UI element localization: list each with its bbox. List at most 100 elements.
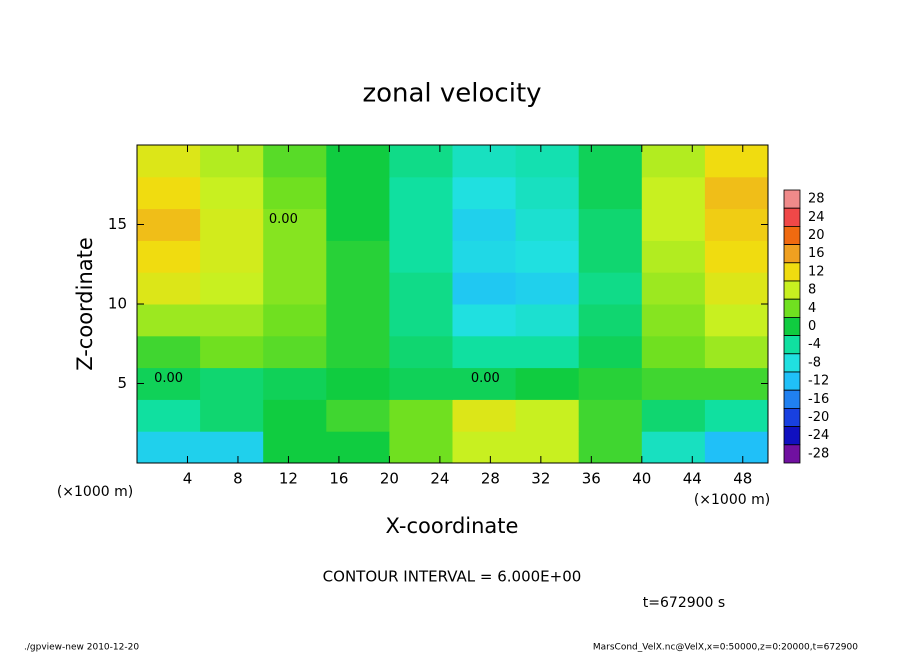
colorbar-band: [783, 262, 801, 282]
colorbar-band: [783, 207, 801, 227]
colorbar-label: -20: [808, 410, 829, 425]
field-cell: [263, 304, 327, 337]
field-cell: [452, 304, 517, 337]
y-axis-label: Z-coordinate: [73, 237, 97, 371]
footer-left: ./gpview-new 2010-12-20: [24, 643, 139, 653]
colorbar-label: 20: [808, 228, 825, 243]
x-axis-label: X-coordinate: [386, 514, 519, 538]
field-cell: [326, 399, 390, 432]
field-cell: [452, 240, 517, 273]
colorbar-band: [783, 298, 801, 318]
colorbar-label: 28: [808, 192, 825, 207]
colorbar-band: [783, 335, 801, 355]
field-cell: [515, 367, 580, 400]
field-cell: [389, 240, 453, 273]
field-cell: [641, 431, 706, 464]
contour-label: 0.00: [154, 371, 183, 386]
field-cell: [515, 208, 580, 241]
colorbar-label: -24: [808, 428, 829, 443]
field-cell: [263, 272, 327, 305]
field-cell: [326, 145, 390, 178]
field-cell: [704, 304, 769, 337]
y-tick-label: 15: [108, 215, 127, 233]
colorbar-band: [783, 280, 801, 300]
field-cell: [578, 367, 643, 400]
field-cell: [452, 145, 517, 178]
colorbar-label: -4: [808, 337, 821, 352]
field-cell: [200, 431, 264, 464]
field-cell: [137, 272, 201, 305]
field-cell: [578, 240, 643, 273]
field-cell: [200, 335, 264, 369]
field-cell: [641, 145, 706, 178]
field-cell: [641, 240, 706, 273]
contour-label: 0.00: [471, 371, 500, 386]
x-tick-label: 12: [279, 470, 298, 488]
field-cell: [200, 304, 264, 337]
field-cell: [515, 304, 580, 337]
field-cell: [515, 145, 580, 178]
colorbar-label: 0: [808, 319, 816, 334]
field-cell: [578, 304, 643, 337]
field-cell: [452, 208, 517, 241]
colorbar-band: [783, 444, 801, 464]
field-cell: [200, 367, 264, 400]
colorbar-label: 12: [808, 264, 825, 279]
field-cell: [389, 272, 453, 305]
colorbar-band: [783, 426, 801, 446]
field-cell: [578, 176, 643, 210]
field-cell: [641, 335, 706, 369]
field-cell: [326, 335, 390, 369]
x-tick-label: 8: [233, 470, 243, 488]
field-cell: [515, 431, 580, 464]
colorbar-label: -16: [808, 392, 829, 407]
field-cell: [515, 176, 580, 210]
footer-right: MarsCond_VelX.nc@VelX,x=0:50000,z=0:2000…: [593, 643, 858, 653]
field-cell: [200, 208, 264, 241]
y-tick-label: 5: [117, 374, 127, 392]
field-cell: [263, 145, 327, 178]
field-cell: [389, 431, 453, 464]
field-cell: [137, 240, 201, 273]
field-cell: [326, 431, 390, 464]
field-cell: [704, 176, 769, 210]
colorbar-label: 16: [808, 246, 825, 261]
field-cell: [389, 176, 453, 210]
x-tick-label: 16: [329, 470, 348, 488]
field-cell: [704, 367, 769, 400]
field-cell: [263, 431, 327, 464]
colorbar-band: [783, 316, 801, 336]
field-cell: [578, 145, 643, 178]
x-tick-label: 48: [733, 470, 752, 488]
x-tick-label: 20: [380, 470, 399, 488]
field-cell: [200, 399, 264, 432]
field-cell: [200, 240, 264, 273]
field-cell: [515, 240, 580, 273]
field-cell: [704, 399, 769, 432]
field-cell: [641, 208, 706, 241]
field-cell: [452, 335, 517, 369]
field-cell: [326, 208, 390, 241]
field-cell: [452, 431, 517, 464]
field-cell: [326, 240, 390, 273]
field-cell: [326, 367, 390, 400]
colorbar-label: -8: [808, 355, 821, 370]
x-tick-label: 32: [531, 470, 550, 488]
colorbar-band: [783, 189, 801, 209]
field-cell: [263, 335, 327, 369]
field-cell: [578, 399, 643, 432]
chart-title: zonal velocity: [362, 79, 541, 109]
field-cell: [389, 367, 453, 400]
field-cell: [137, 367, 201, 400]
field-cell: [641, 176, 706, 210]
field-cell: [515, 272, 580, 305]
field-cell: [704, 431, 769, 464]
field-cell: [137, 431, 201, 464]
contour-label: 0.00: [269, 212, 298, 227]
field-cell: [389, 335, 453, 369]
field-cell: [200, 145, 264, 178]
x-tick-label: 44: [683, 470, 702, 488]
field-cell: [326, 304, 390, 337]
field-cell: [641, 304, 706, 337]
